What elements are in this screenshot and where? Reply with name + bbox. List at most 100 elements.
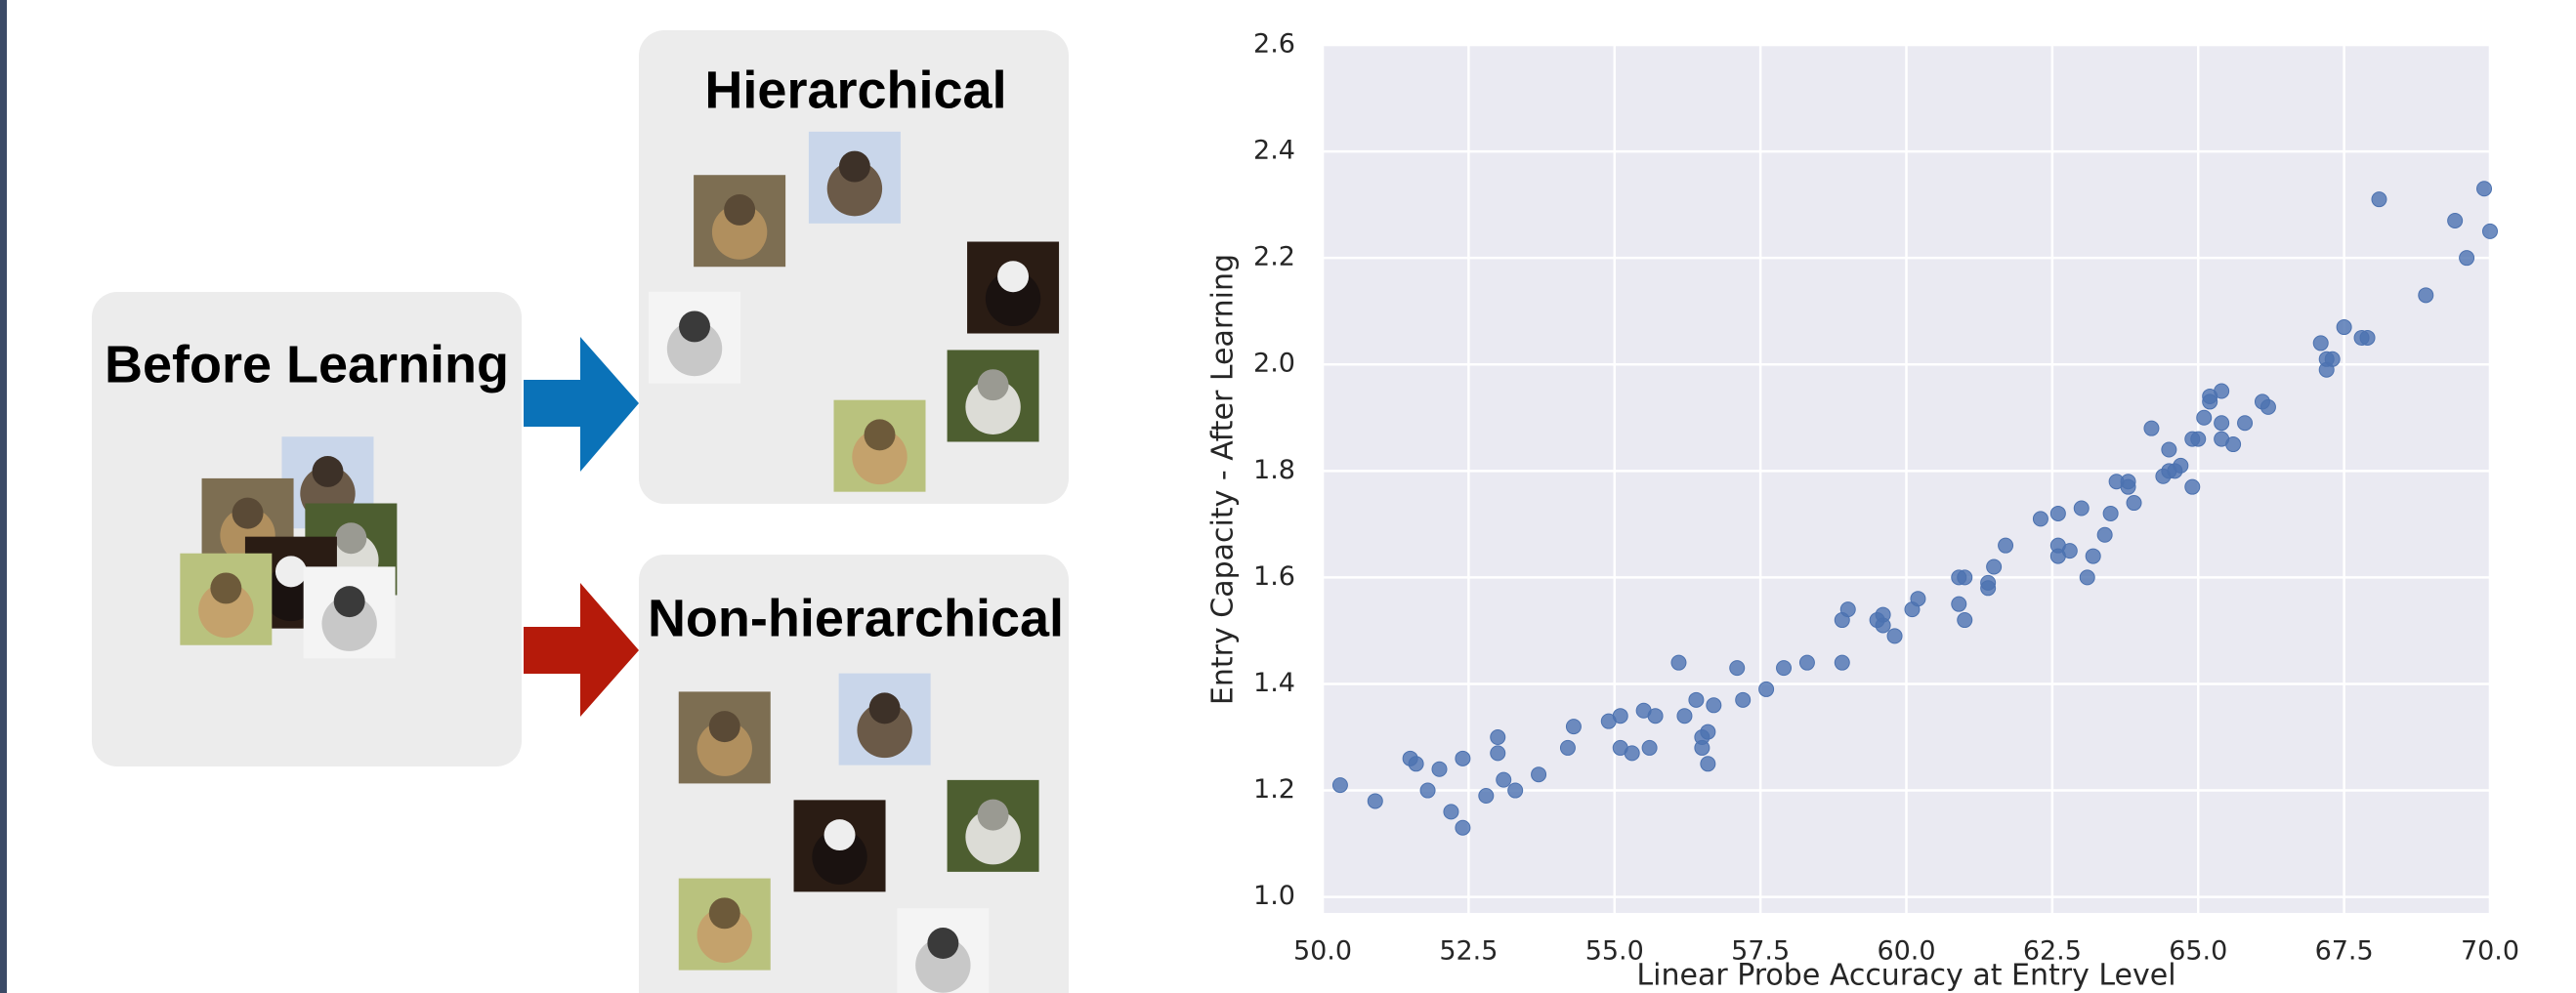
point — [2483, 224, 2498, 238]
point — [1625, 746, 1639, 761]
point — [2174, 458, 2188, 473]
thumb-head — [978, 800, 1009, 831]
point — [1887, 629, 1902, 643]
nonhierarchical-title: Non-hierarchical — [648, 589, 1064, 647]
y-tick-label: 2.0 — [1253, 349, 1295, 379]
x-axis-label: Linear Probe Accuracy at Entry Level — [1636, 959, 2175, 993]
thumb-head — [978, 369, 1009, 400]
thumbnail — [948, 780, 1039, 872]
arrow-blue — [524, 337, 639, 472]
point — [1368, 794, 1382, 808]
point — [2080, 570, 2094, 585]
point — [1707, 698, 1721, 713]
thumb-head — [313, 456, 344, 487]
x-tick-label: 52.5 — [1439, 936, 1498, 967]
before-title: Before Learning — [105, 335, 509, 393]
point — [2097, 527, 2112, 542]
point — [2074, 501, 2089, 516]
point — [1952, 597, 1966, 611]
point — [2460, 251, 2474, 266]
point — [2226, 437, 2241, 452]
point — [2313, 336, 2328, 351]
thumb-head — [275, 556, 307, 587]
point — [1677, 709, 1692, 724]
thumb-head — [869, 692, 901, 724]
y-tick-label: 1.0 — [1253, 881, 1295, 911]
x-tick-label: 55.0 — [1585, 936, 1644, 967]
point — [2121, 475, 2135, 489]
point — [2325, 352, 2340, 366]
point — [1432, 762, 1447, 776]
y-tick-label: 1.2 — [1253, 774, 1295, 805]
point — [1332, 778, 1347, 793]
thumbnail — [948, 350, 1039, 441]
thumb-head — [210, 572, 241, 603]
y-axis-label: Entry Capacity - After Learning — [1206, 254, 1241, 705]
point — [1444, 805, 1458, 819]
point — [1456, 751, 1470, 765]
point — [1695, 740, 1710, 755]
point — [2086, 549, 2100, 563]
thumbnail — [834, 400, 926, 492]
point — [2185, 479, 2200, 494]
point — [1799, 655, 1814, 670]
point — [2033, 512, 2048, 526]
thumbnail — [679, 879, 771, 971]
point — [1701, 757, 1715, 771]
hierarchical-title: Hierarchical — [704, 61, 1006, 119]
point — [2372, 192, 2386, 207]
point — [2197, 410, 2212, 425]
point — [1491, 746, 1505, 761]
point — [1777, 661, 1792, 676]
y-tick-label: 2.2 — [1253, 242, 1295, 272]
point — [1409, 757, 1423, 771]
point — [1613, 709, 1627, 724]
thumbnail — [967, 242, 1059, 334]
y-tick-label: 1.4 — [1253, 668, 1295, 698]
point — [1911, 592, 1925, 606]
point — [2448, 213, 2463, 228]
thumb-head — [335, 522, 366, 554]
x-tick-label: 67.5 — [2315, 936, 2374, 967]
thumbnail — [897, 908, 989, 993]
point — [1835, 655, 1849, 670]
thumb-head — [724, 194, 755, 226]
point — [1671, 655, 1686, 670]
point — [1648, 709, 1663, 724]
point — [1491, 730, 1505, 745]
point — [2215, 416, 2229, 431]
point — [1987, 559, 2002, 574]
point — [2162, 442, 2176, 457]
point — [1701, 724, 1715, 739]
left-edge — [0, 0, 7, 993]
point — [2419, 288, 2433, 303]
point — [1642, 740, 1657, 755]
thumb-head — [839, 151, 870, 183]
point — [2360, 330, 2375, 345]
y-tick-label: 2.4 — [1253, 136, 1295, 166]
point — [2050, 506, 2065, 520]
arrow-red — [524, 583, 639, 717]
thumb-head — [709, 897, 740, 929]
point — [2062, 544, 2077, 559]
point — [1958, 570, 1972, 585]
thumbnail — [794, 800, 886, 891]
point — [1999, 538, 2013, 553]
thumb-head — [232, 498, 264, 529]
point — [1840, 602, 1855, 617]
thumbnail — [839, 674, 931, 765]
thumbnail — [679, 691, 771, 783]
point — [1497, 772, 1511, 787]
point — [2191, 432, 2206, 446]
diagram: Before Learning Hierarchical Non-hierarc… — [92, 30, 1069, 993]
x-tick-label: 70.0 — [2461, 936, 2519, 967]
thumb-head — [334, 586, 365, 617]
point — [1958, 613, 1972, 628]
x-tick-label: 50.0 — [1293, 936, 1352, 967]
page: Before Learning Hierarchical Non-hierarc… — [0, 0, 2576, 993]
point — [1566, 720, 1581, 734]
thumbnail — [649, 292, 740, 384]
point — [2238, 416, 2253, 431]
y-tick-label: 1.6 — [1253, 561, 1295, 592]
point — [1876, 607, 1890, 622]
